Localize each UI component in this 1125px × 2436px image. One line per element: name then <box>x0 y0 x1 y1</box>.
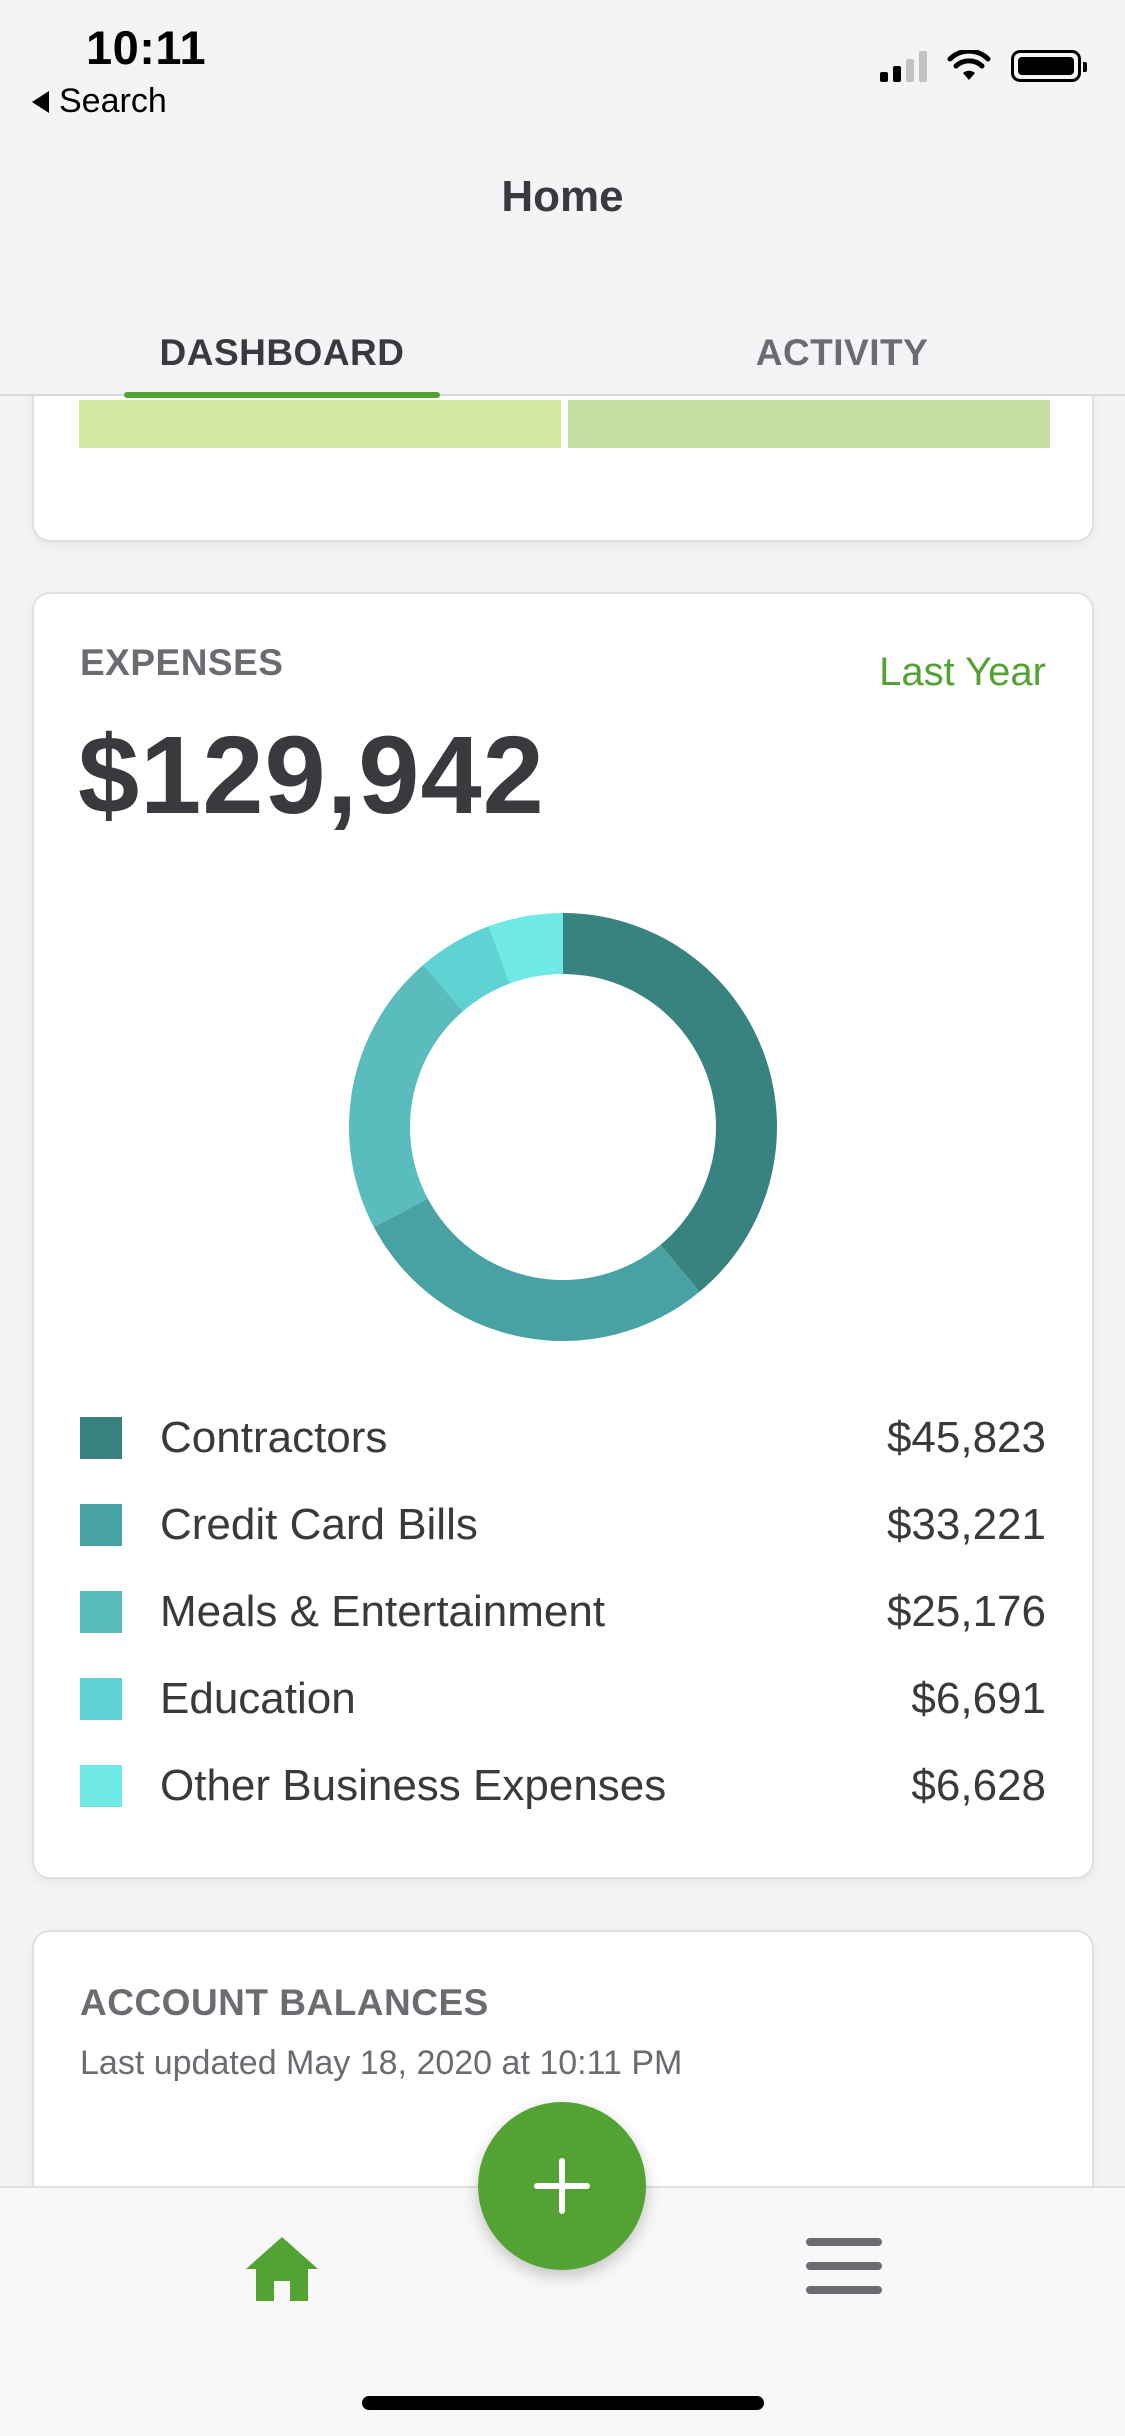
expenses-donut-chart <box>349 913 777 1341</box>
legend-swatch <box>80 1677 122 1720</box>
donut-slice-3[interactable] <box>349 964 464 1228</box>
home-icon[interactable] <box>244 2235 320 2303</box>
legend-category: Contractors <box>160 1412 388 1462</box>
tab-bar: DASHBOARD ACTIVITY <box>0 310 1125 398</box>
account-balances-title: ACCOUNT BALANCES <box>80 1982 489 2023</box>
home-indicator <box>362 2396 764 2410</box>
donut-slice-5[interactable] <box>488 913 563 984</box>
legend-swatch <box>80 1764 122 1807</box>
period-selector[interactable]: Last Year <box>879 650 1046 694</box>
status-time: 10:11 <box>86 21 207 74</box>
legend-row[interactable]: Education $6,691 <box>80 1655 1046 1742</box>
page-title: Home <box>501 172 624 221</box>
legend-row[interactable]: Contractors $45,823 <box>80 1394 1046 1481</box>
legend-row[interactable]: Credit Card Bills $33,221 <box>80 1481 1046 1568</box>
legend-category: Credit Card Bills <box>160 1499 478 1549</box>
legend-row[interactable]: Meals & Entertainment $25,176 <box>80 1568 1046 1655</box>
legend-category: Meals & Entertainment <box>160 1586 606 1636</box>
donut-slice-2[interactable] <box>373 1198 700 1341</box>
legend-swatch <box>80 1416 122 1459</box>
legend-swatch <box>80 1503 122 1546</box>
tab-dashboard[interactable]: DASHBOARD <box>124 332 440 398</box>
wifi-icon <box>947 50 991 80</box>
summary-bar-left <box>79 400 561 448</box>
status-icons <box>880 50 1087 82</box>
legend-amount: $45,823 <box>886 1412 1046 1462</box>
battery-icon <box>1011 50 1087 82</box>
back-label: Search <box>59 82 167 120</box>
legend-category: Other Business Expenses <box>160 1760 667 1810</box>
legend-row[interactable]: Other Business Expenses $6,628 <box>80 1742 1046 1829</box>
expenses-total: $129,942 <box>78 714 545 837</box>
donut-slice-4[interactable] <box>423 926 510 1012</box>
legend-amount: $33,221 <box>886 1499 1046 1549</box>
menu-icon[interactable] <box>806 2238 882 2294</box>
legend-amount: $6,628 <box>911 1760 1046 1810</box>
tab-activity[interactable]: ACTIVITY <box>755 332 929 373</box>
expenses-legend: Contractors $45,823 Credit Card Bills $3… <box>80 1394 1046 1829</box>
donut-slice-1[interactable] <box>563 913 777 1292</box>
legend-amount: $25,176 <box>886 1586 1046 1636</box>
expenses-label: EXPENSES <box>80 642 284 683</box>
signal-icon <box>880 50 927 82</box>
summary-bar-right <box>568 400 1050 448</box>
add-button[interactable] <box>478 2102 646 2270</box>
last-updated-text: Last updated May 18, 2020 at 10:11 PM <box>80 2044 683 2082</box>
legend-category: Education <box>160 1673 356 1723</box>
legend-swatch <box>80 1590 122 1633</box>
legend-amount: $6,691 <box>911 1673 1046 1723</box>
expenses-card[interactable]: EXPENSES Last Year $129,942 Contractors … <box>32 592 1094 1879</box>
back-arrow-icon <box>32 90 49 113</box>
back-to-search-button[interactable]: Search <box>32 82 167 121</box>
